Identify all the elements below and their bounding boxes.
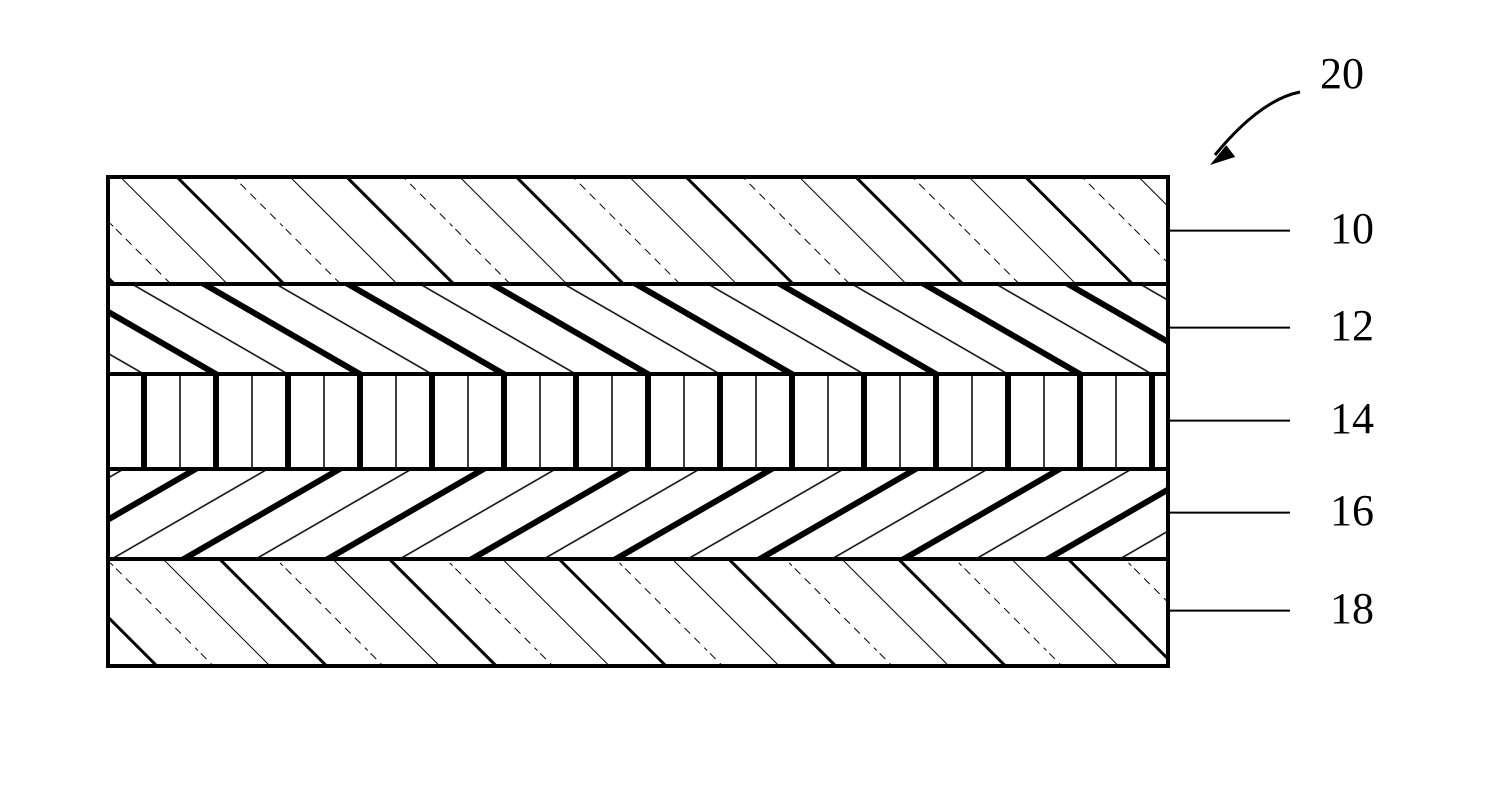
label-16: 16 — [1330, 486, 1374, 535]
layer-14 — [108, 374, 1168, 469]
patent-layer-diagram: 10 12 14 16 18 20 — [0, 0, 1502, 810]
layer-10 — [108, 177, 1168, 284]
assembly-pointer: 20 — [1210, 49, 1364, 165]
layer-stack — [108, 177, 1168, 666]
reference-labels: 10 12 14 16 18 — [1168, 204, 1374, 633]
label-14: 14 — [1330, 394, 1374, 443]
label-20: 20 — [1320, 49, 1364, 98]
layer-12 — [108, 284, 1168, 374]
layer-16 — [108, 469, 1168, 559]
pointer-arc — [1215, 92, 1300, 155]
label-10: 10 — [1330, 204, 1374, 253]
label-18: 18 — [1330, 584, 1374, 633]
label-12: 12 — [1330, 301, 1374, 350]
layer-18 — [108, 559, 1168, 666]
